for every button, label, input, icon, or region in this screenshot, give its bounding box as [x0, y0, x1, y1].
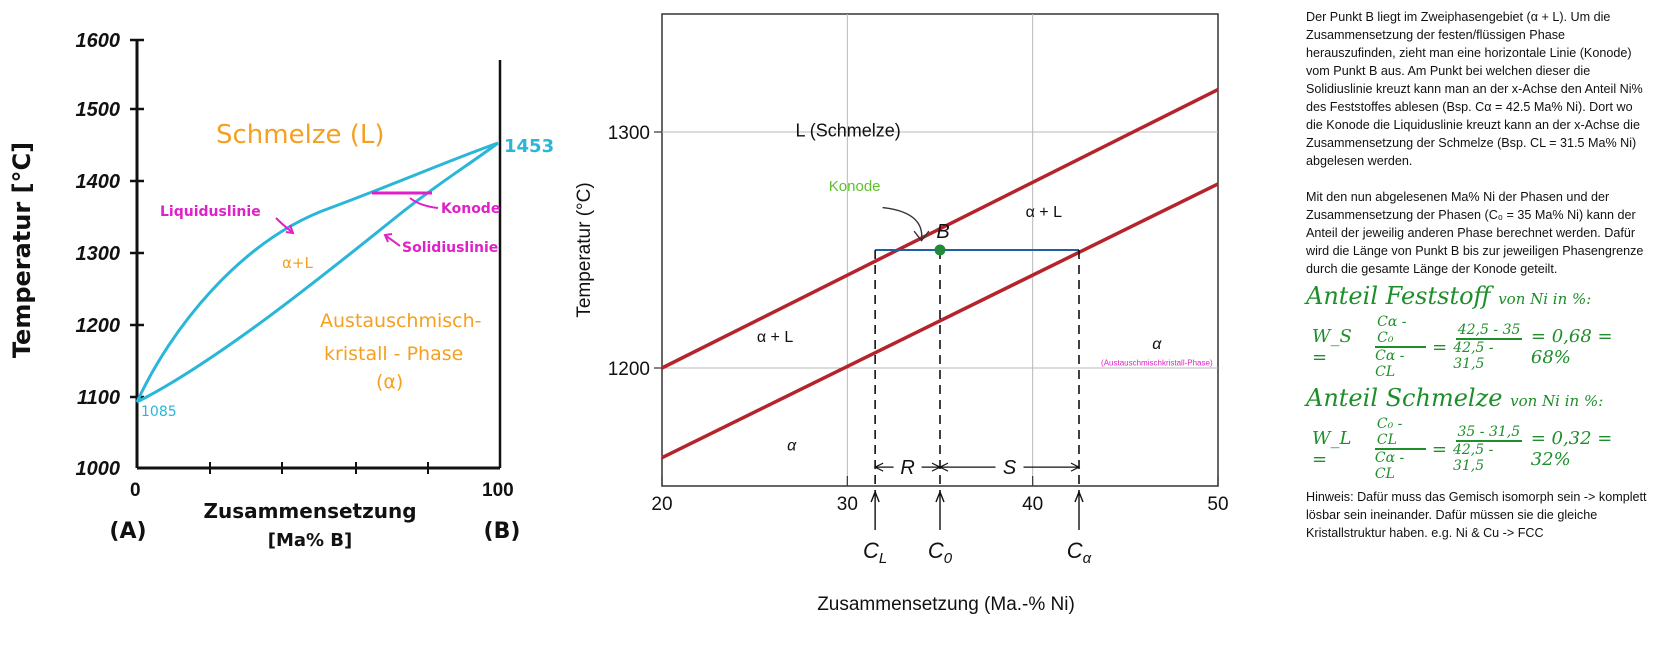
sketch-melting-point-a: 1085 — [141, 404, 177, 420]
x-tick-label: 40 — [1022, 494, 1043, 515]
konode-label: Konode — [829, 178, 881, 195]
fraction-numerator: 42,5 - 35 — [1455, 322, 1523, 340]
sketch-phase-diagram: 1600 1500 1400 1300 1200 1100 1000 0 100… — [0, 0, 560, 641]
arrowhead-icon — [938, 462, 949, 472]
region-two-phase-label: α + L — [1026, 204, 1062, 221]
fraction-denominator: 42,5 - 31,5 — [1453, 340, 1494, 372]
sketch-x-label: Zusammensetzung — [203, 499, 416, 523]
sketch-ytick: 1100 — [77, 387, 120, 409]
region-alpha-label: α — [787, 438, 797, 455]
sketch-solid-label: Austauschmisch- — [320, 310, 482, 332]
arrowhead-icon — [870, 490, 880, 503]
sketch-solid-label: kristall - Phase — [324, 343, 463, 365]
formula-result: = 0,32 = 32% — [1530, 428, 1613, 470]
region-two-phase-label: α + L — [757, 329, 793, 346]
arrowhead-icon — [285, 224, 295, 235]
formula-equals: = — [1432, 336, 1448, 358]
explanation-panel: Der Punkt B liegt im Zweiphasengebiet (α… — [1306, 8, 1651, 633]
sketch-tieline-label: Konode — [441, 201, 500, 217]
fraction-denominator: 42,5 - 31,5 — [1452, 442, 1494, 474]
formula-equals: = — [1431, 438, 1447, 460]
liquidus-line — [661, 87, 1219, 370]
arrowhead-icon — [873, 462, 884, 472]
phase-diagram-chart: 20 30 40 50 1200 1300 CL C0 Cα R S B Konode L (Schmel… — [560, 0, 1296, 641]
sketch-melt-label: Schmelze (L) — [216, 120, 385, 150]
sketch-ytick: 1300 — [76, 243, 121, 265]
formula-result: = 0,68 = 68% — [1530, 326, 1613, 368]
formula-fraction: 35 - 31,5 42,5 - 31,5 — [1453, 424, 1525, 474]
y-tick-label: 1300 — [608, 123, 650, 144]
konode-arrow — [882, 206, 923, 241]
sketch-ytick: 1400 — [76, 171, 121, 193]
composition-label: CL — [863, 538, 887, 567]
point-b-label: B — [936, 221, 949, 243]
solid-fraction-heading: Anteil Feststoff — [1306, 282, 1491, 310]
melt-fraction-title: Anteil Schmelze von Ni in %: — [1306, 384, 1651, 412]
sketch-ytick: 1500 — [76, 99, 121, 121]
melt-fraction-suffix: von Ni in %: — [1510, 392, 1604, 410]
melt-fraction-heading: Anteil Schmelze — [1306, 384, 1503, 412]
solid-fraction-title: Anteil Feststoff von Ni in %: — [1306, 282, 1651, 310]
dimension-label: R — [900, 457, 914, 479]
x-tick-label: 30 — [837, 494, 858, 515]
point-b-marker — [934, 244, 946, 256]
chart-svg: 20 30 40 50 1200 1300 CL C0 Cα R S B Konode L (Schmel… — [574, 13, 1229, 615]
composition-label: Cα — [1067, 538, 1092, 567]
sketch-component-b: (B) — [484, 519, 521, 544]
formula-fraction: 42,5 - 35 42,5 - 31,5 — [1453, 322, 1525, 372]
sketch-liquidus-curve — [135, 141, 499, 403]
sketch-component-a: (A) — [109, 519, 146, 544]
formula-fraction: C₀ - CL Cα - CL — [1374, 416, 1426, 482]
chart-y-label: Temperatur (°C) — [574, 182, 595, 317]
region-liquid-label: L (Schmelze) — [795, 121, 900, 141]
fraction-denominator: Cα - CL — [1374, 450, 1405, 482]
fraction-numerator: Cα - C₀ — [1375, 314, 1427, 348]
composition-label: C0 — [928, 538, 953, 567]
sketch-tieline-arrow — [409, 197, 439, 209]
sketch-ytick: 1200 — [76, 315, 121, 337]
sketch-solid-label: (α) — [376, 371, 403, 393]
arrowhead-icon — [383, 233, 393, 243]
chart-x-label: Zusammensetzung (Ma.-% Ni) — [817, 594, 1075, 615]
sketch-ytick: 1600 — [76, 30, 121, 52]
sketch-two-phase-label: α+L — [282, 254, 313, 272]
dimension-label: S — [1003, 457, 1017, 479]
formula-lhs: W_L = — [1312, 428, 1352, 470]
sketch-solidus-arrow — [385, 235, 401, 247]
sketch-ytick: 1000 — [76, 458, 121, 480]
arrowhead-icon — [1074, 490, 1084, 503]
explanation-paragraph: Mit den nun abgelesenen Ma% Ni der Phase… — [1306, 190, 1644, 276]
sketch-liquidus-arrow — [275, 217, 293, 233]
fraction-numerator: C₀ - CL — [1374, 416, 1426, 450]
formula-lhs: W_S = — [1312, 326, 1352, 368]
sketch-xtick: 0 — [130, 480, 141, 501]
solid-fraction-formula: W_S = Cα - C₀ Cα - CL = 42,5 - 35 42,5 -… — [1312, 314, 1651, 380]
region-alpha-note: (Austauschmischkristall-Phase) — [1101, 359, 1213, 368]
solid-fraction-suffix: von Ni in %: — [1498, 290, 1592, 308]
arrowhead-icon — [935, 490, 945, 503]
arrowhead-icon — [913, 230, 930, 242]
sketch-liquidus-label: Liquiduslinie — [160, 204, 261, 220]
region-alpha-label: α — [1152, 336, 1162, 353]
sketch-x-unit: [Ma% B] — [268, 530, 353, 551]
sketch-melting-point-b: 1453 — [504, 136, 554, 157]
melt-fraction-formula: W_L = C₀ - CL Cα - CL = 35 - 31,5 42,5 -… — [1312, 416, 1651, 482]
sketch-svg: 1600 1500 1400 1300 1200 1100 1000 0 100… — [8, 30, 554, 551]
sketch-solidus-curve — [136, 141, 499, 404]
hint-text: Hinweis: Dafür muss das Gemisch isomorph… — [1306, 490, 1647, 540]
sketch-solidus-label: Solidiuslinie — [402, 240, 498, 256]
formula-fraction: Cα - C₀ Cα - CL — [1375, 314, 1427, 380]
sketch-xtick: 100 — [482, 480, 514, 501]
x-tick-label: 50 — [1207, 494, 1228, 515]
solidus-line — [661, 182, 1219, 460]
sketch-y-label: Temperatur [°C] — [8, 142, 36, 358]
fraction-numerator: 35 - 31,5 — [1455, 424, 1523, 442]
fraction-denominator: Cα - CL — [1375, 348, 1405, 380]
explanation-paragraph: Der Punkt B liegt im Zweiphasengebiet (α… — [1306, 10, 1643, 168]
x-tick-label: 20 — [651, 494, 672, 515]
arrowhead-icon — [1070, 462, 1081, 472]
y-tick-label: 1200 — [608, 359, 650, 380]
